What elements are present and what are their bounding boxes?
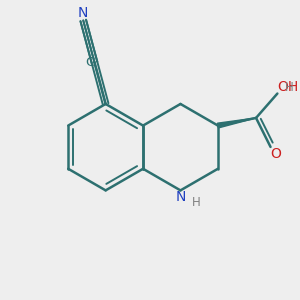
Text: C: C xyxy=(85,56,94,69)
Text: H: H xyxy=(285,80,294,94)
Text: N: N xyxy=(175,190,186,204)
Text: H: H xyxy=(192,196,201,209)
Text: O: O xyxy=(271,147,281,161)
Text: N: N xyxy=(78,7,88,20)
Text: OH: OH xyxy=(278,80,298,94)
Polygon shape xyxy=(218,118,256,128)
